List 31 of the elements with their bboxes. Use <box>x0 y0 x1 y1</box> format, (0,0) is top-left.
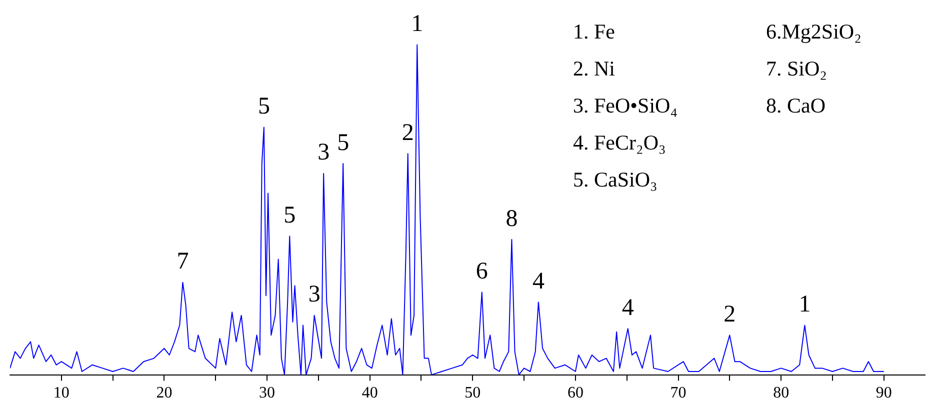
annotation: 3. FeO•SiO₄ <box>573 94 678 118</box>
annotation: 2 <box>402 120 414 146</box>
x-tick-label: 60 <box>567 384 584 402</box>
x-tick-label: 10 <box>53 384 70 402</box>
annotation: 5 <box>337 130 350 156</box>
annotation: 4 <box>532 268 544 294</box>
annotation: 2 <box>724 301 736 328</box>
annotation: 1 <box>411 11 424 38</box>
text: 6.Mg2SiO₂ <box>766 20 862 44</box>
x-tick-label: 70 <box>670 384 686 402</box>
annotation: 4 <box>622 294 634 321</box>
annotation: 1 <box>798 292 811 318</box>
annotation: 5. CaSiO₃ <box>573 168 658 192</box>
annotation: 5 <box>258 94 270 120</box>
x-tick-label: 30 <box>259 384 276 402</box>
annotation: 8 <box>506 206 518 232</box>
annotation: 4. FeCr₂O₃ <box>573 130 666 155</box>
annotation: 3 <box>308 282 320 308</box>
x-tick-label: 20 <box>156 384 172 402</box>
x-tick-label: 50 <box>464 384 481 402</box>
annotation: 6 <box>476 258 488 285</box>
text: 1. Fe <box>573 20 615 44</box>
x-tick-label: 80 <box>773 384 790 402</box>
annotation: 2. Ni <box>573 56 616 81</box>
annotation: 7. SiO₂ <box>766 56 828 81</box>
annotation: 3 <box>318 140 330 166</box>
annotation: 8. CaO <box>766 94 826 118</box>
annotation: 5 <box>284 202 296 228</box>
x-tick-label: 90 <box>876 384 892 402</box>
x-tick-label: 40 <box>362 384 378 402</box>
annotation: 7 <box>176 248 189 275</box>
